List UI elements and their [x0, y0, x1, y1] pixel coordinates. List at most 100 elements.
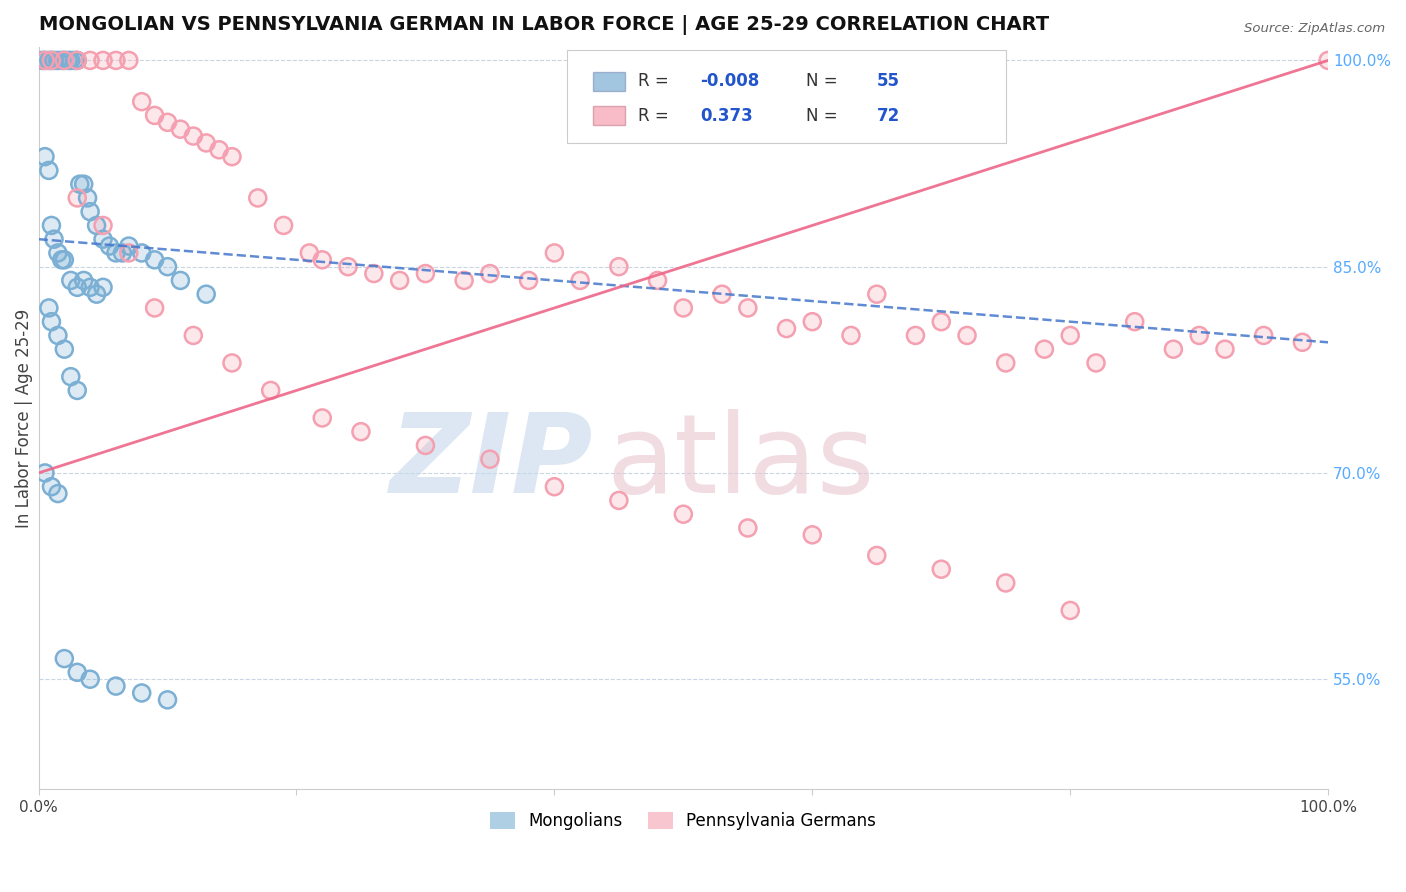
Point [118, 239, 141, 253]
Point [801, 315, 824, 329]
Point [775, 321, 797, 335]
Point [91, 219, 114, 233]
Point [66, 191, 89, 205]
Point [221, 356, 243, 370]
Point [181, 328, 204, 343]
Point [53, 54, 76, 68]
Point [1085, 356, 1108, 370]
Point [98, 239, 121, 253]
Point [866, 549, 889, 563]
Point [79, 280, 101, 294]
Point [104, 54, 127, 68]
Point [1213, 342, 1236, 356]
Point [298, 246, 321, 260]
Point [1213, 342, 1236, 356]
Text: N =: N = [806, 106, 842, 125]
Point [104, 54, 127, 68]
Point [46, 246, 69, 260]
Point [42, 54, 65, 68]
Point [58, 54, 80, 68]
Point [41, 54, 63, 68]
Point [34, 54, 56, 68]
Point [453, 273, 475, 287]
Point [66, 191, 89, 205]
Point [195, 136, 218, 150]
Text: 55: 55 [877, 72, 900, 90]
Point [34, 150, 56, 164]
Point [181, 129, 204, 144]
Point [41, 315, 63, 329]
Point [415, 267, 437, 281]
Point [41, 219, 63, 233]
Point [801, 528, 824, 542]
Point [53, 651, 76, 665]
Point [41, 54, 63, 68]
Point [53, 252, 76, 267]
Point [59, 273, 82, 287]
Point [169, 273, 191, 287]
Point [1059, 328, 1081, 343]
Point [478, 267, 501, 281]
Point [415, 438, 437, 452]
Point [34, 150, 56, 164]
Point [1188, 328, 1211, 343]
Point [647, 273, 669, 287]
Point [1059, 603, 1081, 617]
Point [38, 54, 60, 68]
Point [59, 54, 82, 68]
Bar [593, 106, 626, 125]
Text: 0.373: 0.373 [700, 106, 752, 125]
Text: N =: N = [806, 72, 842, 90]
Point [415, 267, 437, 281]
Point [131, 686, 153, 700]
Point [156, 260, 179, 274]
Point [839, 328, 862, 343]
Point [143, 108, 166, 122]
Point [41, 54, 63, 68]
Point [51, 54, 73, 68]
Point [1317, 54, 1340, 68]
Point [98, 239, 121, 253]
Point [66, 54, 89, 68]
Point [478, 452, 501, 467]
Point [34, 466, 56, 480]
Point [569, 273, 592, 287]
Point [38, 163, 60, 178]
Point [143, 252, 166, 267]
Text: atlas: atlas [606, 409, 875, 516]
Point [91, 232, 114, 246]
Point [46, 486, 69, 500]
Point [111, 246, 134, 260]
Point [66, 54, 89, 68]
Point [42, 54, 65, 68]
Point [79, 54, 101, 68]
Point [1085, 356, 1108, 370]
Legend: Mongolians, Pennsylvania Germans: Mongolians, Pennsylvania Germans [484, 805, 883, 837]
Point [478, 267, 501, 281]
Point [195, 287, 218, 301]
Point [143, 301, 166, 315]
Point [1253, 328, 1275, 343]
Point [53, 342, 76, 356]
Point [111, 246, 134, 260]
Point [156, 693, 179, 707]
Point [118, 54, 141, 68]
Point [79, 280, 101, 294]
Point [104, 246, 127, 260]
Point [1188, 328, 1211, 343]
Point [34, 54, 56, 68]
Point [156, 115, 179, 129]
Point [131, 246, 153, 260]
Point [34, 54, 56, 68]
Point [737, 521, 759, 535]
Point [1317, 54, 1340, 68]
Point [79, 54, 101, 68]
Point [543, 480, 565, 494]
Point [311, 411, 333, 425]
Point [221, 150, 243, 164]
Point [839, 328, 862, 343]
Point [801, 315, 824, 329]
Point [607, 493, 630, 508]
Point [1033, 342, 1056, 356]
Point [76, 191, 98, 205]
